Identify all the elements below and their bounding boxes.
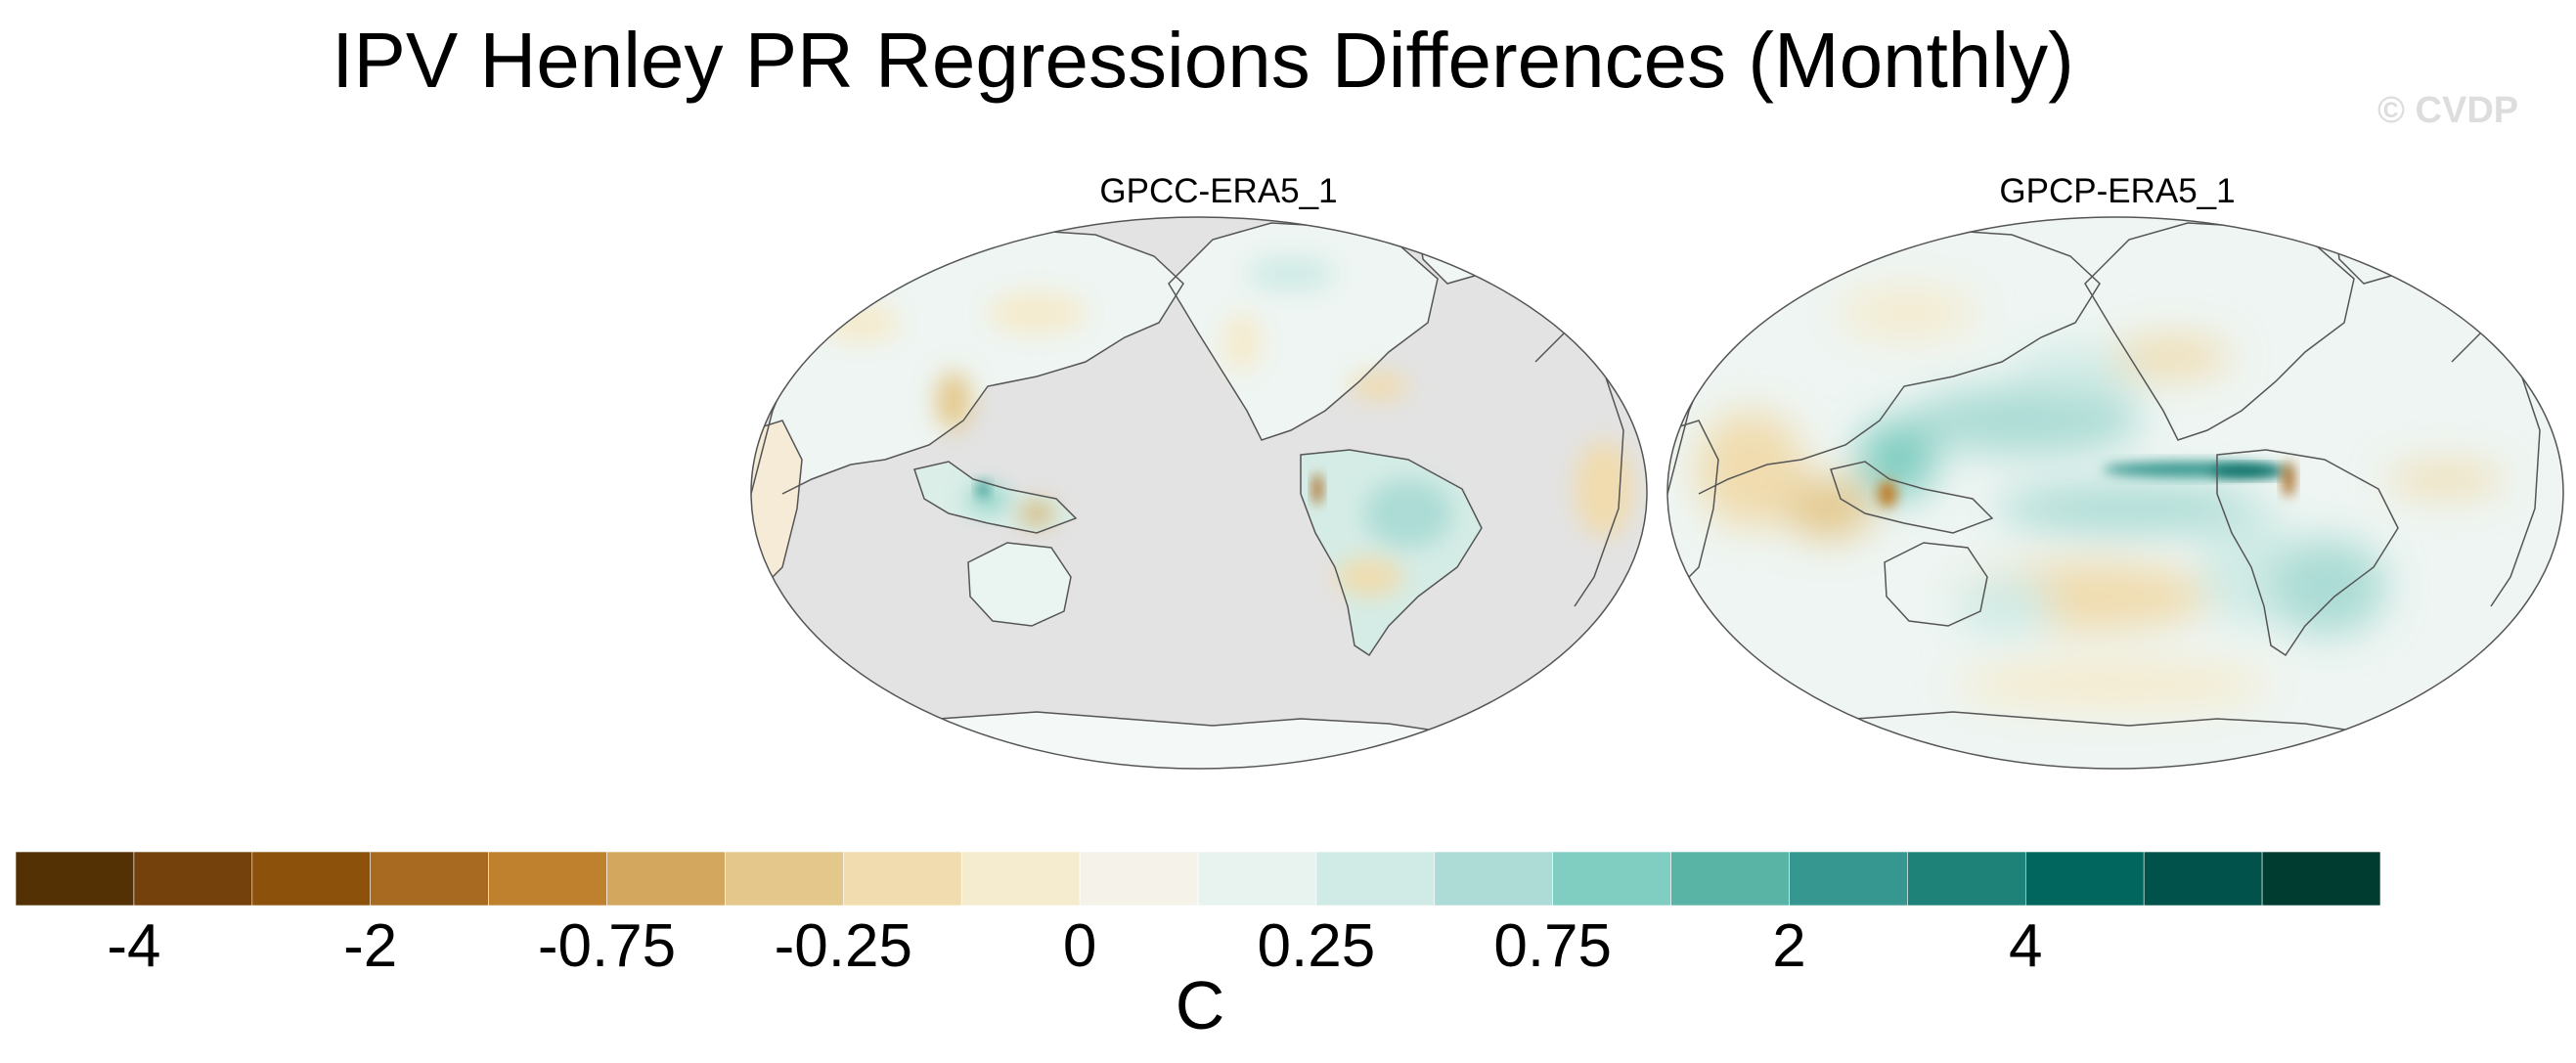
colorbar-tick-label: 2 [1772, 912, 1806, 980]
colorbar-units-label: C [1175, 967, 1225, 1043]
colorbar-box [1079, 851, 1199, 907]
colorbar-box [1907, 851, 2026, 907]
colorbar-box [725, 851, 844, 907]
land-africa-edge [751, 421, 802, 592]
colorbar-tick-label: -4 [107, 912, 161, 980]
colorbar-box [2261, 851, 2381, 907]
colorbar-box [1197, 851, 1317, 907]
map-panel-right [1666, 216, 2564, 770]
colorbar-box [1552, 851, 1671, 907]
panel-title-left: GPCC-ERA5_1 [1099, 172, 1338, 210]
colorbar-box [2025, 851, 2145, 907]
colorbar-box [960, 851, 1081, 907]
colorbar-tick-label: 0.75 [1493, 912, 1613, 980]
anomaly-philippines [977, 481, 989, 497]
colorbar-box [370, 851, 489, 907]
chart-title: IPV Henley PR Regressions Differences (M… [332, 17, 2074, 104]
colorbar-box [133, 851, 253, 907]
land-australia [968, 543, 1071, 626]
anomaly-colombia-coast [2283, 462, 2294, 497]
colorbar-box [1670, 851, 1790, 907]
map-panel-left [750, 216, 1648, 770]
colorbar-box [606, 851, 726, 907]
colorbar-box [1789, 851, 1908, 907]
colorbar-tick-label: -2 [343, 912, 398, 980]
colorbar-tick-label: -0.25 [774, 912, 912, 980]
colorbar [15, 851, 2381, 907]
anomaly-patches-right [1697, 288, 2504, 709]
colorbar-tick-label: 0.25 [1257, 912, 1376, 980]
watermark-text: © CVDP [2377, 90, 2519, 131]
colorbar-tick-label: 0 [1062, 912, 1097, 980]
land-north-america [1169, 223, 1438, 440]
colorbar-box [2143, 851, 2263, 907]
panel-title-right: GPCP-ERA5_1 [1999, 172, 2236, 210]
colorbar-tick-label: 4 [2009, 912, 2043, 980]
map-border-left [750, 216, 1648, 770]
anomaly-peru-coast [1312, 473, 1322, 505]
anomaly-itcz-core [2210, 465, 2288, 477]
colorbar-box [1315, 851, 1436, 907]
colorbar-box [488, 851, 607, 907]
colorbar-box [251, 851, 371, 907]
colorbar-box [1434, 851, 1554, 907]
map-border-right [1666, 216, 2564, 770]
colorbar-box [842, 851, 962, 907]
colorbar-tick-label: -0.75 [537, 912, 677, 980]
anomaly-indonesia [1878, 480, 1897, 508]
colorbar-box [15, 851, 135, 907]
anomaly-patches-left [822, 256, 1633, 597]
